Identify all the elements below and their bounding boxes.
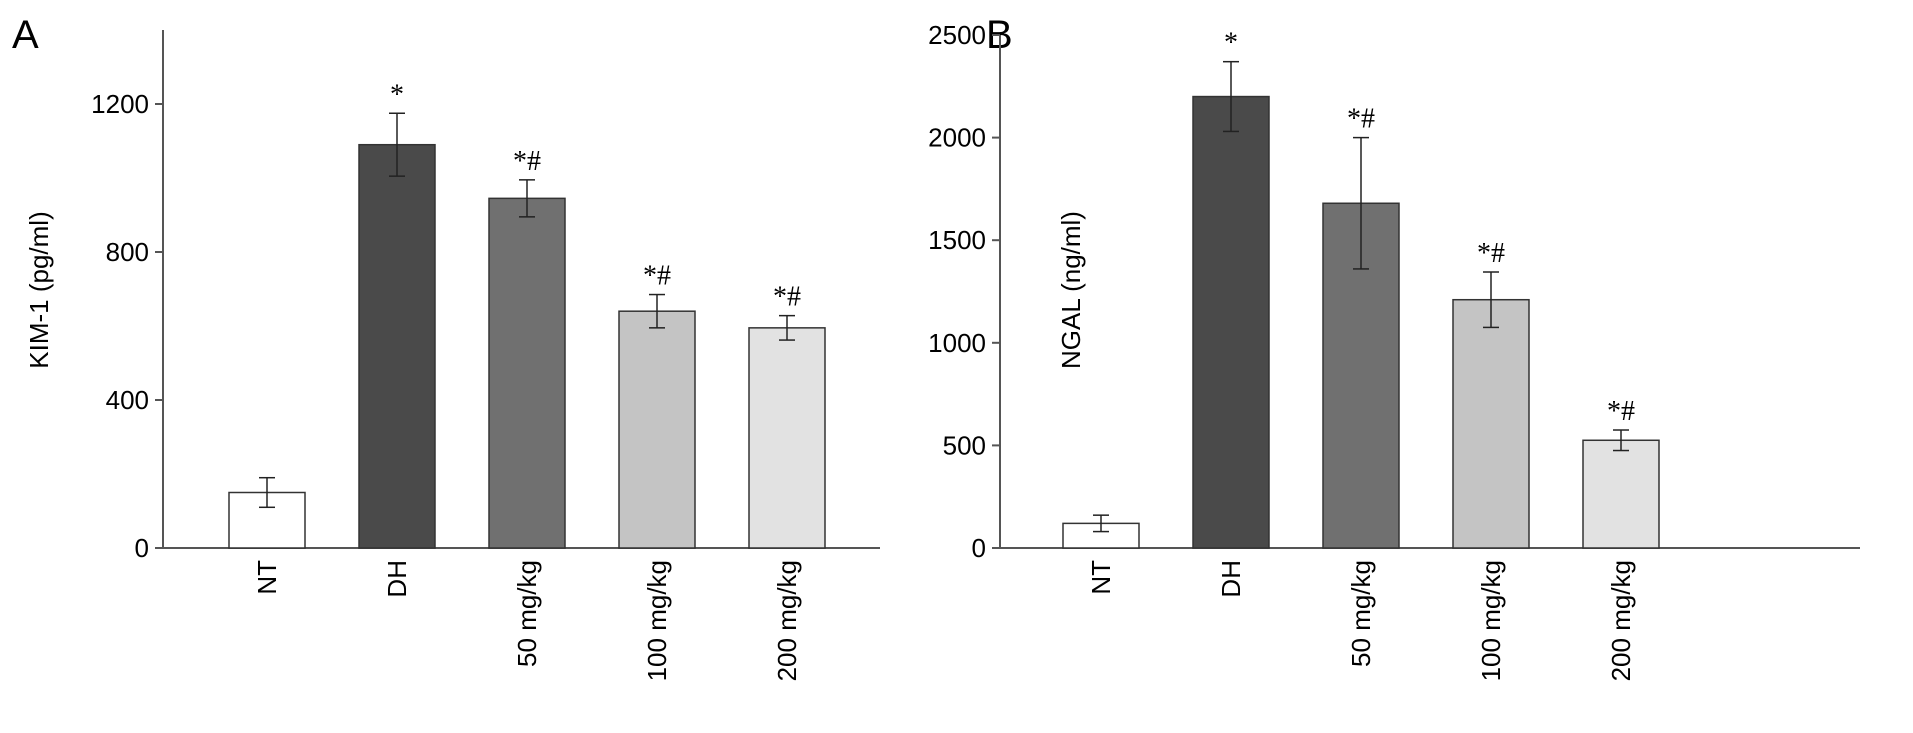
panel-a-bar bbox=[618, 310, 696, 549]
panel-b-bar bbox=[1452, 298, 1530, 549]
panel-b-significance-label: *# bbox=[1607, 396, 1635, 427]
panel-b-category-label: 50 mg/kg bbox=[1346, 560, 1376, 667]
panel-a-y-tick-label: 0 bbox=[135, 533, 149, 563]
panel-a-significance-label: *# bbox=[773, 282, 801, 313]
panel-b-significance-label: *# bbox=[1347, 104, 1375, 135]
panel-b-bar bbox=[1582, 439, 1660, 549]
panel-b-y-tick-label: 1500 bbox=[928, 225, 986, 255]
panel-b-y-tick-label: 0 bbox=[972, 533, 986, 563]
panel-a-significance-label: * bbox=[390, 79, 404, 110]
panel-a-bar bbox=[358, 143, 436, 549]
panel-a-bar bbox=[488, 197, 566, 549]
panel-b-category-label: 100 mg/kg bbox=[1476, 560, 1506, 681]
panel-b-y-axis-title: NGAL (ng/ml) bbox=[1056, 211, 1086, 369]
panel-a-y-tick-label: 400 bbox=[106, 385, 149, 415]
panel-a-y-tick-label: 800 bbox=[106, 237, 149, 267]
panel-b-category-label: 200 mg/kg bbox=[1606, 560, 1636, 681]
panel-b-y-tick-label: 2000 bbox=[928, 123, 986, 153]
panel-a-significance-label: *# bbox=[513, 146, 541, 177]
panel-a-category-label: 50 mg/kg bbox=[512, 560, 542, 667]
panel-a-y-tick-label: 1200 bbox=[91, 89, 149, 119]
panel-b-significance-label: * bbox=[1224, 28, 1238, 59]
panel-b-category-label: DH bbox=[1216, 560, 1246, 598]
panel-a-letter: A bbox=[12, 13, 39, 57]
panel-a-bar bbox=[748, 327, 826, 549]
panel-a-category-label: 200 mg/kg bbox=[772, 560, 802, 681]
chart-panel-b: B05001000150020002500NGAL (ng/ml)NT*DH*#… bbox=[928, 13, 1860, 681]
panel-a-y-axis-title: KIM-1 (pg/ml) bbox=[24, 211, 54, 368]
panel-b-y-tick-label: 500 bbox=[943, 430, 986, 460]
panel-a-category-label: DH bbox=[382, 560, 412, 598]
chart-panel-a: A 0 400 800 1200 KIM-1 (pg/ml) NT * DH *# 50 mg/kg… bbox=[12, 13, 880, 681]
panel-b-y-tick-label: 1000 bbox=[928, 328, 986, 358]
panel-b-y-tick-label: 2500 bbox=[928, 20, 986, 50]
panel-a-significance-label: *# bbox=[643, 261, 671, 292]
panel-a-category-label: 100 mg/kg bbox=[642, 560, 672, 681]
panel-b-significance-label: *# bbox=[1477, 238, 1505, 269]
panel-b-category-label: NT bbox=[1086, 560, 1116, 595]
panel-b-bar bbox=[1192, 95, 1270, 549]
panel-a-category-label: NT bbox=[252, 560, 282, 595]
